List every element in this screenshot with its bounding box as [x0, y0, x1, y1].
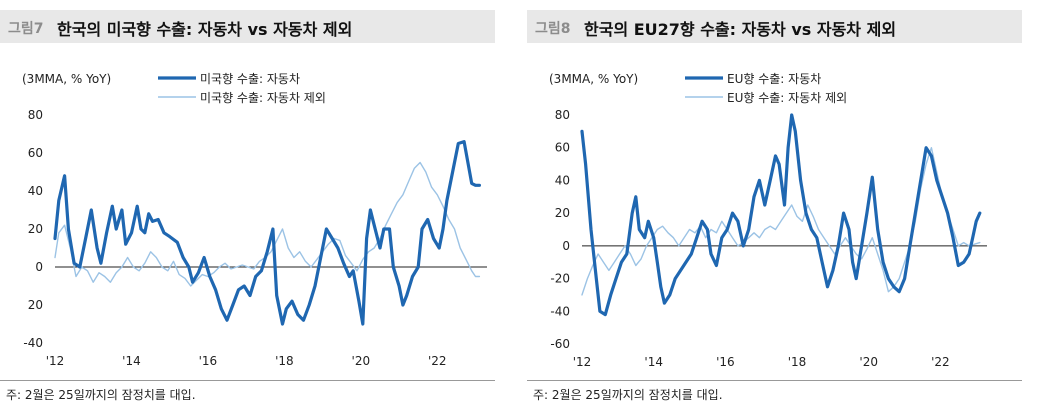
series-line-automobile	[53, 139, 481, 326]
figure-panel-8: 그림8 한국의 EU27향 수출: 자동차 vs 자동차 제외 (3MMA, %…	[527, 0, 1022, 410]
y-tick-label: 20	[28, 222, 43, 236]
y-tick-label: -60	[550, 337, 570, 351]
y-tick-label: 0	[562, 239, 570, 253]
x-tick-label: '20	[352, 354, 371, 368]
y-tick-label: -20	[550, 272, 570, 286]
y-tick-label: 20	[28, 298, 43, 312]
figure-header: 그림8 한국의 EU27향 수출: 자동차 vs 자동차 제외	[527, 10, 1022, 43]
y-tick-label: 80	[28, 108, 43, 122]
unit-label: (3MMA, % YoY)	[22, 72, 111, 86]
x-tick-label: '14	[122, 354, 141, 368]
y-tick-label: 60	[555, 141, 570, 155]
x-tick-label: '20	[859, 355, 878, 369]
x-tick-label: '12	[46, 354, 65, 368]
figure-panel-7: 그림7 한국의 미국향 수출: 자동차 vs 자동차 제외 (3MMA, % Y…	[0, 0, 495, 410]
y-tick-label: -40	[23, 336, 43, 350]
x-tick-label: '12	[573, 355, 592, 369]
series-line-non-automobile	[54, 161, 481, 287]
legend-entry-automobile: EU향 수출: 자동차	[727, 72, 821, 86]
legend-entry-automobile: 미국향 수출: 자동차	[200, 72, 300, 86]
legend-entry-non-automobile: EU향 수출: 자동차 제외	[727, 91, 847, 105]
footnote: 주: 2월은 25일까지의 잠정치를 대입.	[6, 388, 196, 402]
y-tick-label: -40	[550, 304, 570, 318]
x-tick-label: '14	[644, 355, 663, 369]
y-tick-label: 20	[555, 206, 570, 220]
legend-entry-non-automobile: 미국향 수출: 자동차 제외	[200, 91, 326, 105]
y-tick-label: 40	[28, 184, 43, 198]
x-tick-label: '18	[275, 354, 294, 368]
chart-eu-exports: (3MMA, % YoY) EU향 수출: 자동차 EU향 수출: 자동차 제외 -6…	[549, 72, 987, 369]
y-tick-label: 40	[555, 173, 570, 187]
figure-title: 한국의 미국향 수출: 자동차 vs 자동차 제외	[57, 20, 353, 39]
y-tick-label: 60	[28, 146, 43, 160]
x-tick-label: '18	[788, 355, 807, 369]
figure-title: 한국의 EU27향 수출: 자동차 vs 자동차 제외	[584, 20, 897, 39]
series-line-automobile	[580, 113, 982, 317]
y-tick-label: 80	[555, 108, 570, 122]
footnote: 주: 2월은 25일까지의 잠정치를 대입.	[533, 388, 723, 402]
figure-header: 그림7 한국의 미국향 수출: 자동차 vs 자동차 제외	[0, 10, 495, 43]
y-tick-label: 0	[35, 260, 43, 274]
divider	[0, 380, 495, 381]
x-tick-label: '22	[428, 354, 447, 368]
divider	[527, 380, 1022, 381]
x-tick-label: '16	[716, 355, 735, 369]
figure-number: 그림8	[535, 21, 571, 37]
unit-label: (3MMA, % YoY)	[549, 72, 638, 86]
x-tick-label: '16	[199, 354, 218, 368]
figure-number: 그림7	[8, 21, 44, 37]
x-tick-label: '22	[931, 355, 950, 369]
